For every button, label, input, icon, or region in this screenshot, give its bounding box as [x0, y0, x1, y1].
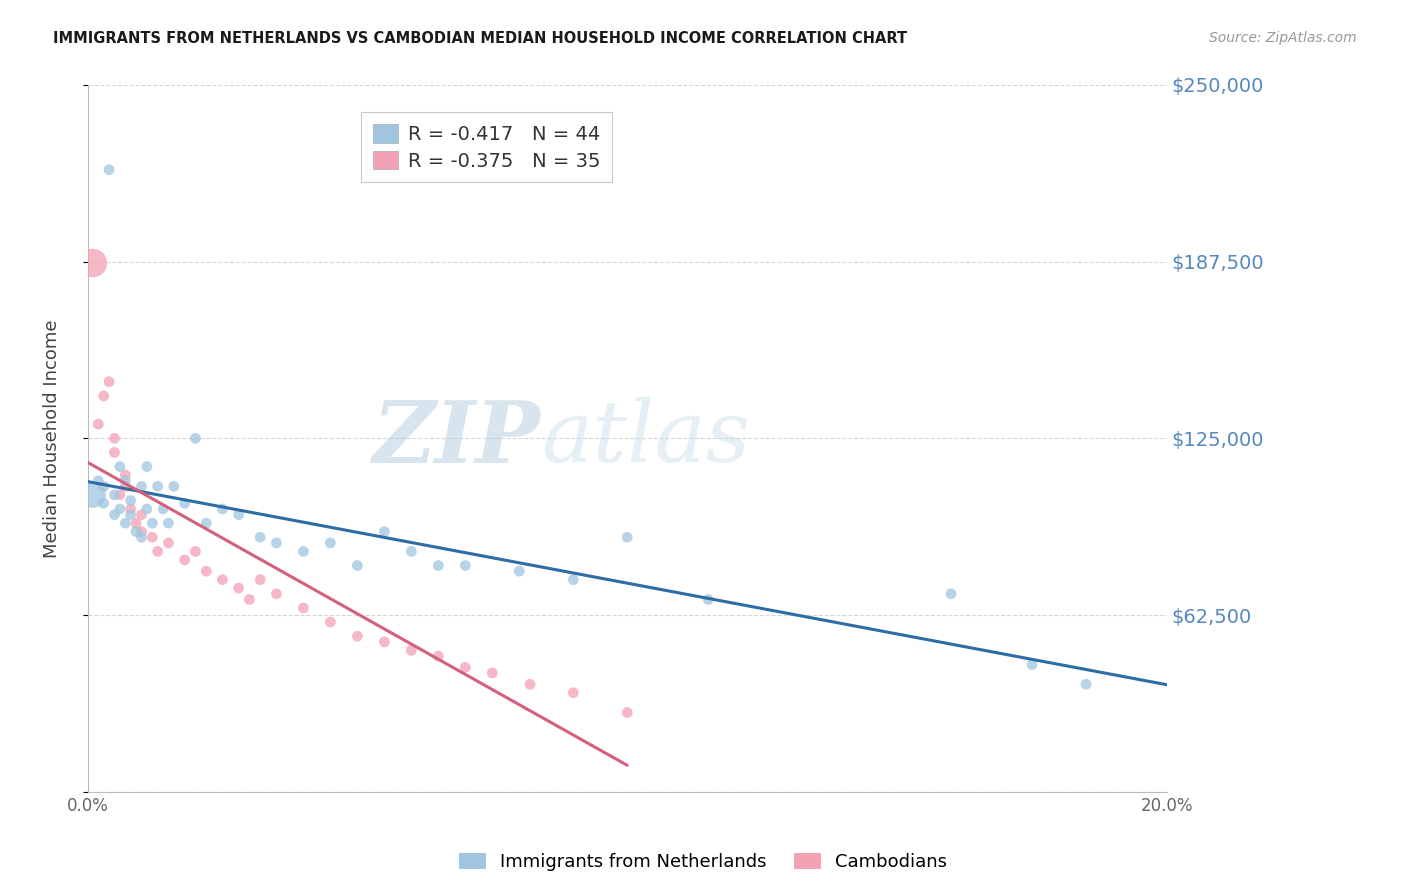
- Point: [373, 635, 395, 649]
- Point: [939, 587, 962, 601]
- Point: [401, 544, 423, 558]
- Point: [228, 508, 250, 522]
- Text: IMMIGRANTS FROM NETHERLANDS VS CAMBODIAN MEDIAN HOUSEHOLD INCOME CORRELATION CHA: IMMIGRANTS FROM NETHERLANDS VS CAMBODIAN…: [53, 31, 907, 46]
- Point: [103, 431, 125, 445]
- Point: [114, 479, 136, 493]
- Point: [228, 581, 250, 595]
- Point: [141, 530, 163, 544]
- Legend: R = -0.417   N = 44, R = -0.375   N = 35: R = -0.417 N = 44, R = -0.375 N = 35: [361, 112, 613, 182]
- Point: [98, 162, 121, 177]
- Point: [125, 524, 148, 539]
- Point: [184, 544, 207, 558]
- Point: [373, 524, 395, 539]
- Point: [152, 502, 174, 516]
- Point: [249, 530, 271, 544]
- Point: [141, 516, 163, 530]
- Point: [173, 553, 195, 567]
- Point: [211, 502, 233, 516]
- Point: [616, 706, 638, 720]
- Point: [114, 468, 136, 483]
- Point: [319, 615, 342, 629]
- Point: [87, 474, 110, 488]
- Point: [562, 573, 585, 587]
- Point: [120, 508, 142, 522]
- Point: [82, 488, 104, 502]
- Point: [135, 502, 157, 516]
- Point: [454, 660, 477, 674]
- Point: [103, 508, 125, 522]
- Point: [562, 686, 585, 700]
- Point: [131, 479, 153, 493]
- Point: [82, 256, 104, 270]
- Legend: Immigrants from Netherlands, Cambodians: Immigrants from Netherlands, Cambodians: [451, 846, 955, 879]
- Text: Source: ZipAtlas.com: Source: ZipAtlas.com: [1209, 31, 1357, 45]
- Point: [292, 601, 315, 615]
- Point: [173, 496, 195, 510]
- Point: [292, 544, 315, 558]
- Point: [1074, 677, 1097, 691]
- Point: [131, 508, 153, 522]
- Point: [93, 389, 115, 403]
- Point: [157, 516, 180, 530]
- Point: [135, 459, 157, 474]
- Point: [266, 587, 288, 601]
- Point: [184, 431, 207, 445]
- Point: [131, 530, 153, 544]
- Point: [319, 536, 342, 550]
- Point: [103, 488, 125, 502]
- Point: [195, 516, 218, 530]
- Point: [146, 544, 169, 558]
- Point: [93, 496, 115, 510]
- Point: [427, 558, 450, 573]
- Point: [108, 502, 131, 516]
- Point: [266, 536, 288, 550]
- Point: [120, 502, 142, 516]
- Point: [211, 573, 233, 587]
- Point: [238, 592, 260, 607]
- Point: [103, 445, 125, 459]
- Point: [616, 530, 638, 544]
- Point: [481, 665, 503, 680]
- Point: [114, 516, 136, 530]
- Point: [125, 516, 148, 530]
- Point: [195, 564, 218, 578]
- Point: [249, 573, 271, 587]
- Point: [163, 479, 186, 493]
- Point: [427, 648, 450, 663]
- Point: [454, 558, 477, 573]
- Point: [401, 643, 423, 657]
- Point: [98, 375, 121, 389]
- Point: [108, 488, 131, 502]
- Point: [697, 592, 720, 607]
- Point: [87, 417, 110, 432]
- Point: [346, 558, 368, 573]
- Point: [93, 479, 115, 493]
- Point: [157, 536, 180, 550]
- Point: [114, 474, 136, 488]
- Point: [508, 564, 530, 578]
- Point: [519, 677, 541, 691]
- Point: [146, 479, 169, 493]
- Point: [1021, 657, 1043, 672]
- Y-axis label: Median Household Income: Median Household Income: [44, 319, 60, 558]
- Point: [131, 524, 153, 539]
- Point: [120, 493, 142, 508]
- Text: atlas: atlas: [541, 397, 749, 480]
- Text: ZIP: ZIP: [373, 397, 541, 480]
- Point: [346, 629, 368, 643]
- Point: [108, 459, 131, 474]
